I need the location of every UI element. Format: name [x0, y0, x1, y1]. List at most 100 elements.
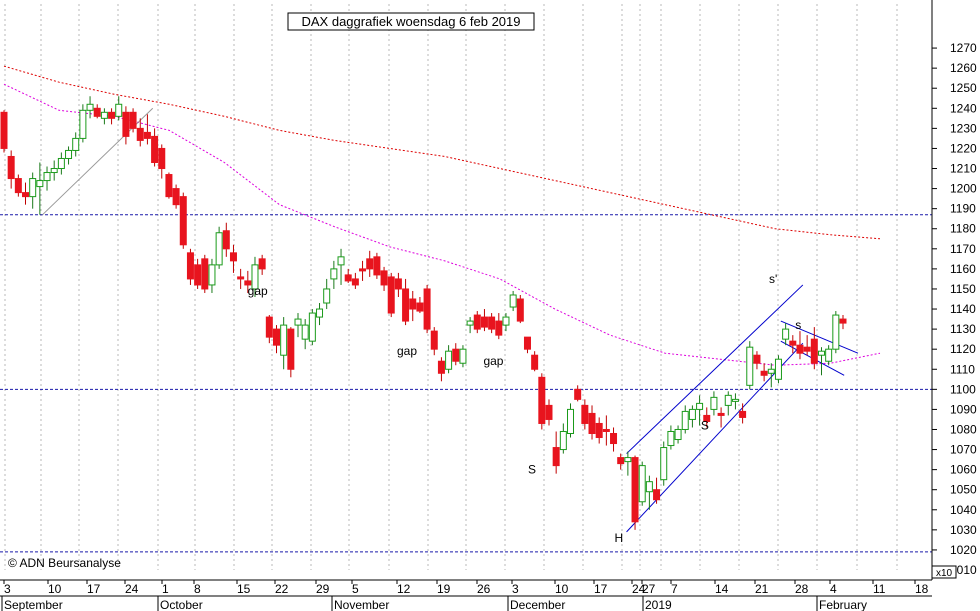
y-tick-label: 1230 — [950, 121, 977, 135]
candle-down — [194, 264, 202, 286]
candle-down — [617, 457, 625, 465]
candle-down — [93, 107, 101, 117]
candle-down — [0, 111, 8, 149]
annotation-label: H — [614, 531, 623, 545]
candle-down — [351, 278, 359, 286]
annotation-label: gap — [483, 354, 503, 368]
month-label: September — [4, 598, 63, 611]
title-box: DAX daggrafiek woensdag 6 feb 2019 — [287, 12, 535, 31]
x-tick-label: 11 — [873, 582, 886, 596]
month-label: February — [819, 598, 867, 611]
annotation-label: gap — [248, 284, 268, 298]
y-tick-label: 1100 — [950, 382, 976, 396]
candle-down — [653, 489, 661, 501]
candle-down — [595, 422, 603, 439]
candle-down — [222, 230, 230, 250]
candle-down — [387, 276, 395, 314]
candle-down — [287, 328, 295, 370]
candle-up — [774, 358, 782, 380]
y-tick-label: 1140 — [950, 302, 976, 316]
x-tick-label: 29 — [316, 582, 330, 596]
candle-down — [473, 314, 481, 330]
y-tick-label: 1010 — [950, 563, 977, 577]
candle-down — [516, 298, 524, 322]
y-tick-label: 1260 — [950, 61, 977, 75]
month-label: December — [510, 598, 565, 611]
x-tick-label: 3 — [4, 582, 11, 596]
y-tick-label: 1240 — [950, 101, 977, 115]
candle-down — [237, 276, 245, 280]
candle-down — [229, 252, 237, 262]
candle-down — [810, 338, 818, 364]
candle-down — [179, 196, 187, 246]
candle-down — [796, 344, 804, 354]
candles-layer — [0, 96, 847, 530]
candle-down — [22, 192, 30, 198]
levels-layer — [0, 214, 932, 553]
candle-up — [445, 350, 453, 370]
month-label: November — [334, 598, 389, 611]
candle-down — [452, 348, 460, 362]
candle-up — [337, 256, 345, 266]
candle-down — [488, 316, 496, 330]
title-frame — [287, 12, 535, 31]
unit-marker-text: x10 — [936, 568, 953, 579]
candle-down — [186, 252, 194, 280]
x-tick-label: 21 — [755, 582, 769, 596]
candle-down — [165, 174, 173, 198]
candle-up — [767, 368, 775, 374]
candle-up — [817, 350, 825, 356]
candle-down — [265, 316, 273, 338]
candle-down — [480, 316, 488, 328]
y-tick-label: 1160 — [950, 262, 976, 276]
annotation-label: s' — [769, 272, 777, 286]
annotation-label: S — [528, 463, 536, 477]
candle-up — [567, 408, 575, 434]
candle-down — [602, 428, 610, 432]
candle-up — [624, 457, 632, 463]
x-tick-label: 17 — [87, 582, 101, 596]
candle-up — [660, 447, 668, 481]
x-tick-label: 22 — [275, 582, 289, 596]
x-tick-label: 15 — [237, 582, 251, 596]
annotation-label: S — [701, 418, 709, 432]
candle-up — [65, 149, 73, 159]
candle-down — [158, 147, 166, 170]
candle-up — [825, 348, 833, 362]
x-tick-label: 26 — [477, 582, 491, 596]
candle-down — [122, 111, 130, 137]
candle-down — [373, 256, 381, 276]
candle-down — [717, 412, 725, 416]
x-tick-label: 7 — [671, 582, 678, 596]
candle-down — [574, 388, 582, 400]
candle-down — [394, 278, 402, 290]
candle-up — [667, 430, 675, 447]
y-tick-label: 1040 — [950, 503, 977, 517]
y-tick-label: 1210 — [950, 162, 977, 176]
moving-average-line — [3, 65, 881, 240]
candle-down — [495, 320, 503, 336]
candle-down — [143, 131, 151, 139]
candle-up — [208, 264, 216, 286]
candle-up — [115, 103, 123, 117]
candle-up — [638, 465, 646, 503]
candle-down — [581, 404, 589, 424]
x-tick-label: 24 — [632, 582, 646, 596]
candle-down — [631, 457, 639, 523]
candle-up — [645, 481, 653, 493]
candle-down — [552, 447, 560, 467]
candle-down — [430, 330, 438, 350]
y-tick-label: 1200 — [950, 182, 977, 196]
y-tick-label: 1070 — [950, 443, 977, 457]
y-tick-label: 1180 — [950, 222, 976, 236]
candle-up — [330, 268, 338, 280]
y-tick-label: 1110 — [950, 362, 975, 376]
candle-up — [251, 264, 259, 290]
y-tick-label: 1060 — [950, 463, 977, 477]
annotation-label: s — [795, 318, 801, 332]
candle-up — [280, 324, 288, 356]
y-tick-label: 1190 — [950, 202, 976, 216]
y-tick-label: 1030 — [950, 523, 977, 537]
candle-up — [294, 318, 302, 326]
